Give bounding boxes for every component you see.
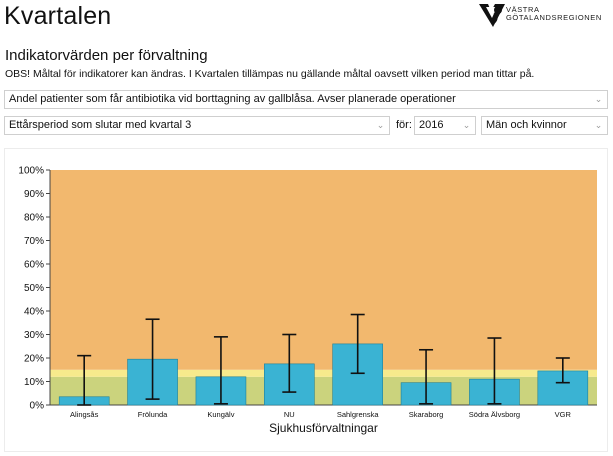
y-tick-label: 80% [24,213,44,224]
x-tick-label: NU [284,410,295,419]
x-tick-label: VGR [555,410,572,419]
x-tick-label: Frölunda [138,410,168,419]
period-select[interactable]: Ettårsperiod som slutar med kvartal 3 ⌄ [4,116,390,135]
x-tick-label: Södra Älvsborg [469,410,520,419]
x-tick-label: Sahlgrenska [337,410,380,419]
chevron-down-icon[interactable]: ⌄ [594,94,603,104]
x-tick-label: Skaraborg [409,410,444,419]
chevron-down-icon[interactable]: ⌄ [376,120,385,130]
y-tick-label: 60% [24,260,44,271]
info-note: OBS! Måltal för indikatorer kan ändras. … [5,68,535,80]
indicator-select-value: Andel patienter som får antibiotika vid … [9,93,456,105]
year-select-value: 2016 [419,119,444,131]
target-zone-bad [50,170,597,370]
chevron-down-icon[interactable]: ⌄ [462,120,471,130]
period-select-value: Ettårsperiod som slutar med kvartal 3 [9,119,192,131]
page-title: Kvartalen [4,2,112,30]
y-tick-label: 10% [24,377,44,388]
y-tick-label: 100% [18,166,44,177]
x-tick-label: Alingsås [70,410,99,419]
indicator-select[interactable]: Andel patienter som får antibiotika vid … [4,90,608,109]
year-select[interactable]: 2016 ⌄ [414,116,476,135]
sex-select[interactable]: Män och kvinnor ⌄ [481,116,608,135]
year-label: för: [396,119,412,131]
sex-select-value: Män och kvinnor [486,119,567,131]
indicator-bar-chart: 0% 10% 20% 30% 40% 50% 60% 70% 80% 90% 100% Alingså… [18,166,597,435]
target-zone-mid [50,369,597,377]
y-tick-label: 40% [24,307,44,318]
y-tick-label: 50% [24,283,44,294]
y-tick-label: 20% [24,354,44,365]
x-tick-label: Kungälv [207,410,234,419]
y-tick-label: 70% [24,236,44,247]
section-subtitle: Indikatorvärden per förvaltning [5,47,208,64]
x-axis-title: Sjukhusförvaltningar [269,421,378,435]
y-tick-label: 90% [24,189,44,200]
chart-container: 0% 10% 20% 30% 40% 50% 60% 70% 80% 90% 100% Alingså… [4,148,608,452]
logo-text: VÄSTRA GÖTALANDSREGIONEN [506,5,602,22]
y-tick-label: 30% [24,330,44,341]
vgr-logo-icon [479,4,505,27]
vgr-logo: VÄSTRA GÖTALANDSREGIONEN [478,3,610,31]
y-tick-label: 0% [30,401,45,412]
chevron-down-icon[interactable]: ⌄ [594,120,603,130]
